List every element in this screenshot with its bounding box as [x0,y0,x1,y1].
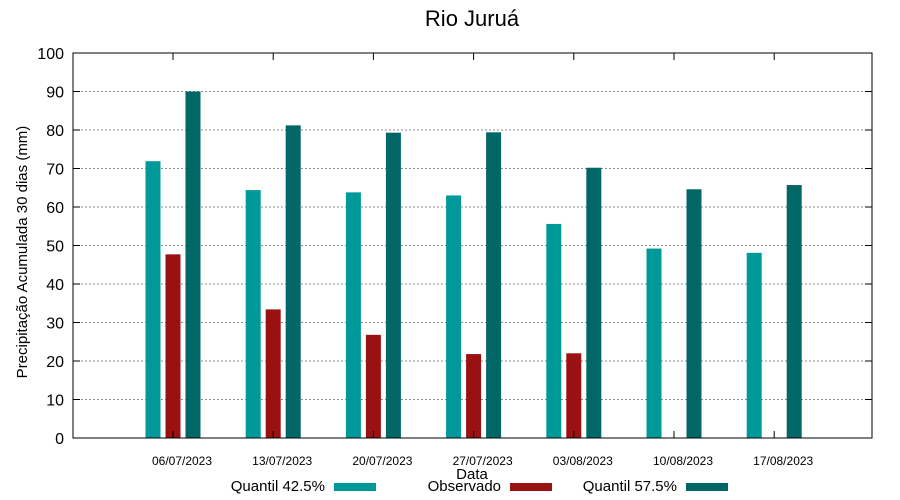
y-axis: 0 10 20 30 40 50 60 70 80 90 100 [37,46,872,448]
bar-observado-1 [265,309,281,438]
legend-label: Quantil 57.5% [583,478,677,495]
legend-swatch [510,483,552,491]
bar-quantil-42-5--0 [145,161,161,438]
x-tick-label: 17/08/2023 [753,454,813,468]
legend: Quantil 42.5% Observado Quantil 57.5% [231,478,728,495]
bar-quantil-42-5--6 [746,252,762,438]
bar-quantil-57-5--4 [586,167,602,439]
x-tick-label: 20/07/2023 [352,454,412,468]
bar-quantil-57-5--1 [285,125,301,438]
y-tick-label: 50 [46,239,64,256]
legend-swatch [686,483,728,491]
y-tick-label: 10 [46,393,64,410]
y-tick-label: 20 [46,354,64,371]
y-tick-label: 30 [46,316,64,333]
x-tick-label: 06/07/2023 [152,454,212,468]
bar-quantil-57-5--6 [786,185,802,438]
bars [145,91,802,439]
bar-observado-3 [466,354,482,438]
bar-quantil-42-5--1 [245,190,261,438]
y-tick-label: 90 [46,85,64,102]
bar-quantil-57-5--5 [686,189,702,438]
x-tick-label: 13/07/2023 [252,454,312,468]
bar-observado-2 [365,334,381,438]
bar-quantil-42-5--3 [446,195,462,438]
y-axis-label: Precipitação Acumulada 30 dias (mm) [14,126,31,379]
y-tick-label: 60 [46,200,64,217]
x-tick-label: 03/08/2023 [553,454,613,468]
bar-observado-4 [566,353,582,438]
legend-label: Quantil 42.5% [231,478,325,495]
x-tick-label: 27/07/2023 [453,454,513,468]
bar-quantil-42-5--5 [646,248,662,438]
legend-label: Observado [428,478,501,495]
bar-quantil-42-5--4 [546,223,562,438]
y-tick-label: 40 [46,277,64,294]
x-axis: 06/07/2023 13/07/2023 20/07/2023 27/07/2023… [152,53,814,468]
bar-quantil-57-5--2 [385,132,401,438]
chart-title: Rio Juruá [425,6,520,31]
bar-quantil-57-5--3 [486,132,502,438]
legend-swatch [334,483,376,491]
bar-quantil-57-5--0 [185,91,201,438]
y-tick-label: 0 [55,431,64,448]
x-tick-label: 10/08/2023 [653,454,713,468]
grid [73,91,872,400]
bar-quantil-42-5--2 [345,192,361,438]
y-tick-label: 70 [46,162,64,179]
bar-observado-0 [165,254,181,438]
y-tick-label: 80 [46,123,64,140]
y-tick-label: 100 [37,46,64,63]
x-axis-label: Data [456,466,488,483]
